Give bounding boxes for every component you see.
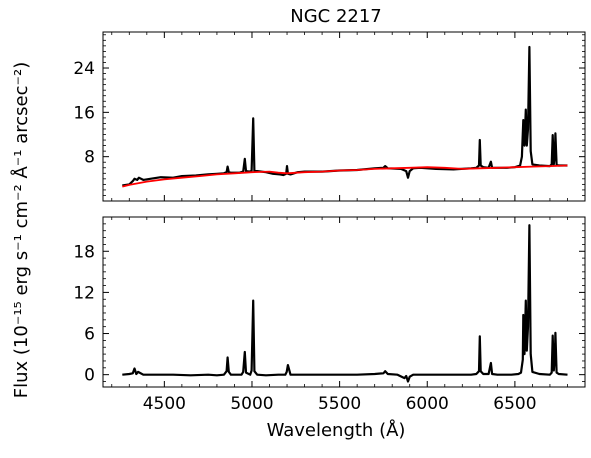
series-line-1-0 xyxy=(122,224,568,383)
chart-title: NGC 2217 xyxy=(290,6,382,27)
y-axis-title: Flux (10⁻¹⁵ erg s⁻¹ cm⁻² Å⁻¹ arcsec⁻²) xyxy=(10,62,32,398)
x-tick-label: 6500 xyxy=(493,394,536,414)
x-tick-label: 6000 xyxy=(406,394,449,414)
y-tick-label: 12 xyxy=(73,283,95,303)
x-axis-title: Wavelength (Å) xyxy=(267,419,406,441)
series-line-0-0 xyxy=(122,45,568,187)
y-tick-label: 24 xyxy=(73,59,95,79)
y-tick-label: 18 xyxy=(73,242,95,262)
series-line-0-1 xyxy=(122,164,568,188)
panel-frame xyxy=(102,31,586,202)
y-tick-label: 8 xyxy=(84,148,95,168)
top-panel: 8 16 24 xyxy=(73,31,586,202)
y-tick-label: 6 xyxy=(84,325,95,345)
x-tick-label: 4500 xyxy=(143,394,186,414)
y-tick-label: 16 xyxy=(73,103,95,123)
y-tick-label: 0 xyxy=(84,366,95,386)
x-tick-label: 5000 xyxy=(230,394,273,414)
panel-frame xyxy=(102,216,586,388)
x-tick-label: 5500 xyxy=(318,394,361,414)
bottom-panel: 4500 5000 5500 6000 6500 0 6 12 18 xyxy=(73,216,586,414)
